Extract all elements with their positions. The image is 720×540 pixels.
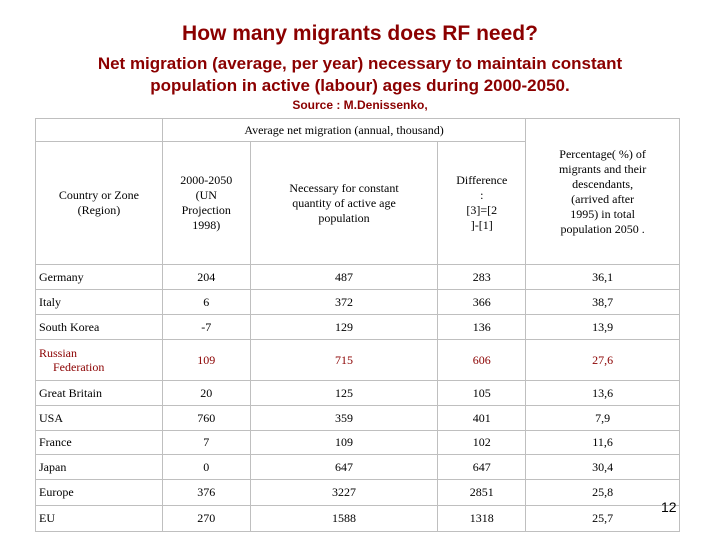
necessary-cell: 1588 bbox=[249, 505, 439, 532]
header-un-projection: 2000-2050 (UN Projection 1998) bbox=[161, 141, 251, 265]
un-projection-cell: -7 bbox=[161, 314, 251, 340]
percentage-cell: 38,7 bbox=[525, 289, 680, 315]
necessary-cell: 647 bbox=[249, 454, 439, 480]
table-row: Germany 204 487 283 36,1 bbox=[35, 264, 680, 290]
page-number: 12 bbox=[661, 499, 677, 515]
percentage-cell: 27,6 bbox=[525, 339, 680, 381]
subtitle-line-1: Net migration (average, per year) necess… bbox=[97, 54, 623, 73]
country-cell: USA bbox=[35, 405, 163, 431]
header-percentage-line: 1995) in total bbox=[570, 206, 635, 221]
difference-cell: 366 bbox=[437, 289, 527, 315]
header-necessary-line: quantity of active age bbox=[292, 195, 396, 210]
header-un-line: (UN bbox=[195, 188, 217, 202]
table-column-header-row: Country or Zone (Region) 2000-2050 (UN P… bbox=[35, 141, 680, 265]
header-difference-line: ]-[1] bbox=[470, 218, 493, 232]
country-cell: France bbox=[35, 430, 163, 455]
percentage-cell: 25,7 bbox=[525, 505, 680, 532]
table-row: Italy 6 372 366 38,7 bbox=[35, 289, 680, 315]
necessary-cell: 359 bbox=[249, 405, 439, 431]
country-line-1: Russian bbox=[39, 346, 78, 360]
header-necessary-line: Necessary for constant bbox=[289, 180, 399, 195]
country-cell: Italy bbox=[35, 289, 163, 315]
difference-cell: 105 bbox=[437, 380, 527, 406]
un-projection-cell: 7 bbox=[161, 430, 251, 455]
country-cell: Japan bbox=[35, 454, 163, 480]
header-percentage-line: population 2050 . bbox=[560, 221, 645, 236]
difference-cell: 647 bbox=[437, 454, 527, 480]
un-projection-cell: 376 bbox=[161, 479, 251, 506]
un-projection-cell: 760 bbox=[161, 405, 251, 431]
necessary-cell: 3227 bbox=[249, 479, 439, 506]
difference-cell: 606 bbox=[437, 339, 527, 381]
un-projection-cell: 20 bbox=[161, 380, 251, 406]
percentage-cell: 11,6 bbox=[525, 430, 680, 455]
source-note: Source : M.Denissenko, bbox=[292, 98, 428, 112]
header-country-line: Country or Zone bbox=[58, 188, 139, 202]
table-row-highlighted: Russian Federation 109 715 606 27,6 bbox=[35, 339, 680, 381]
header-difference-line: : bbox=[480, 188, 484, 202]
header-necessary: Necessary for constant quantity of activ… bbox=[249, 141, 439, 265]
country-cell: South Korea bbox=[35, 314, 163, 340]
percentage-cell: 7,9 bbox=[525, 405, 680, 431]
country-cell: Germany bbox=[35, 264, 163, 290]
percentage-cell: 30,4 bbox=[525, 454, 680, 480]
table-row: Japan 0 647 647 30,4 bbox=[35, 454, 680, 480]
necessary-cell: 125 bbox=[249, 380, 439, 406]
table-row: Great Britain 20 125 105 13,6 bbox=[35, 380, 680, 406]
un-projection-cell: 0 bbox=[161, 454, 251, 480]
country-cell: Russian Federation bbox=[35, 339, 163, 381]
group-header-average-net-migration: Average net migration (annual, thousand) bbox=[161, 118, 527, 142]
header-percentage-line: migrants and their bbox=[558, 161, 647, 176]
necessary-cell: 715 bbox=[249, 339, 439, 381]
un-projection-cell: 204 bbox=[161, 264, 251, 290]
header-country: Country or Zone (Region) bbox=[35, 141, 163, 265]
header-difference-line: Difference bbox=[456, 173, 508, 187]
slide-subtitle: Net migration (average, per year) necess… bbox=[0, 53, 720, 97]
necessary-cell: 109 bbox=[249, 430, 439, 455]
subtitle-line-2: population in active (labour) ages durin… bbox=[150, 76, 570, 95]
difference-cell: 283 bbox=[437, 264, 527, 290]
un-projection-cell: 6 bbox=[161, 289, 251, 315]
migration-table: Average net migration (annual, thousand)… bbox=[35, 118, 680, 532]
country-cell: Great Britain bbox=[35, 380, 163, 406]
table-row: Europe 376 3227 2851 25,8 bbox=[35, 479, 680, 506]
un-projection-cell: 270 bbox=[161, 505, 251, 532]
header-percentage-line: descendants, bbox=[572, 176, 634, 191]
header-necessary-line: population bbox=[318, 210, 370, 225]
difference-cell: 2851 bbox=[437, 479, 527, 506]
header-un-line: Projection bbox=[181, 203, 231, 217]
table-row: France 7 109 102 11,6 bbox=[35, 430, 680, 455]
header-difference-line: [3]=[2 bbox=[466, 203, 498, 217]
difference-cell: 136 bbox=[437, 314, 527, 340]
percentage-cell: 13,6 bbox=[525, 380, 680, 406]
table-row: South Korea -7 129 136 13,9 bbox=[35, 314, 680, 340]
difference-cell: 102 bbox=[437, 430, 527, 455]
header-percentage-line: (arrived after bbox=[571, 191, 635, 206]
header-country-line: (Region) bbox=[77, 203, 121, 217]
country-cell: EU bbox=[35, 505, 163, 532]
difference-cell: 1318 bbox=[437, 505, 527, 532]
header-empty-cell bbox=[35, 118, 163, 142]
slide-title: How many migrants does RF need? bbox=[182, 22, 538, 45]
header-percentage: Percentage( %) of migrants and their des… bbox=[525, 118, 680, 265]
header-percentage-line: Percentage( %) of bbox=[559, 146, 646, 161]
percentage-cell: 13,9 bbox=[525, 314, 680, 340]
header-un-line: 1998) bbox=[192, 218, 221, 232]
necessary-cell: 372 bbox=[249, 289, 439, 315]
country-line-2: Federation bbox=[53, 360, 105, 374]
un-projection-cell: 109 bbox=[161, 339, 251, 381]
country-cell: Europe bbox=[35, 479, 163, 506]
table-row: EU 270 1588 1318 25,7 bbox=[35, 505, 680, 532]
table-group-header-row: Average net migration (annual, thousand)… bbox=[35, 118, 680, 265]
percentage-cell: 25,8 bbox=[525, 479, 680, 506]
difference-cell: 401 bbox=[437, 405, 527, 431]
percentage-cell: 36,1 bbox=[525, 264, 680, 290]
header-un-line: 2000-2050 bbox=[180, 173, 233, 187]
table-row: USA 760 359 401 7,9 bbox=[35, 405, 680, 431]
necessary-cell: 129 bbox=[249, 314, 439, 340]
header-difference: Difference : [3]=[2 ]-[1] bbox=[437, 141, 527, 265]
necessary-cell: 487 bbox=[249, 264, 439, 290]
